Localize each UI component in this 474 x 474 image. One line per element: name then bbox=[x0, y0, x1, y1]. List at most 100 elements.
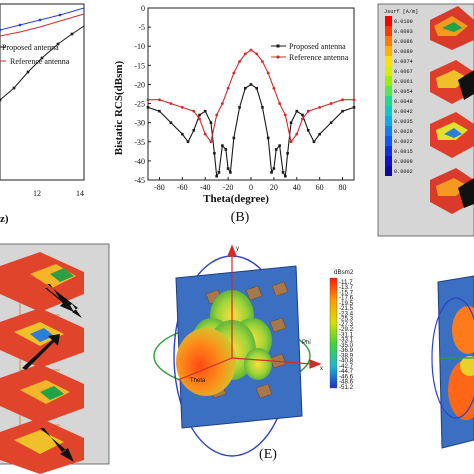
panel-c-colorbar-cell bbox=[385, 106, 392, 116]
panel-c-colorbar-value: 0.0093 bbox=[394, 29, 413, 35]
panel-a-black-point bbox=[12, 86, 16, 90]
reference-antenna-point bbox=[203, 132, 207, 136]
panel-e-colorbar-value: -48.6 bbox=[339, 379, 354, 386]
panel-e-y-axis-label: y bbox=[236, 246, 239, 252]
reference-antenna-point bbox=[283, 113, 287, 117]
panel-c-colorbar-cell bbox=[385, 76, 392, 86]
panel-b-ytick-label: -45 bbox=[134, 176, 145, 185]
proposed-antenna-point bbox=[286, 151, 289, 155]
panel-e-colorbar-value: -23.4 bbox=[339, 310, 354, 317]
panel-a-chart: Proposed antenna Reference antenna 12 14… bbox=[0, 3, 85, 225]
proposed-antenna-point bbox=[186, 140, 190, 144]
proposed-antenna-point bbox=[215, 174, 218, 178]
reference-antenna-point bbox=[209, 140, 213, 144]
proposed-antenna-point bbox=[312, 140, 316, 144]
reference-antenna-point bbox=[289, 140, 293, 144]
reference-antenna-point bbox=[295, 132, 299, 136]
panel-a-black-point bbox=[40, 56, 44, 60]
panel-e-theta-label: Theta bbox=[190, 378, 206, 384]
panel-b-ytick-label: -40 bbox=[134, 157, 145, 166]
panel-f-lobe-mid bbox=[460, 356, 474, 376]
proposed-antenna-point bbox=[217, 171, 221, 174]
panel-c-colorbar-value: 0.0074 bbox=[394, 59, 413, 65]
panel-a-black-point bbox=[56, 42, 60, 46]
panel-c-colorbar-value: 0.0035 bbox=[394, 119, 413, 125]
proposed-antenna-point bbox=[192, 129, 196, 132]
panel-c-colorbar-value: 0.0054 bbox=[394, 89, 413, 95]
proposed-antenna-point bbox=[158, 109, 161, 113]
panel-c-tile-1 bbox=[430, 6, 474, 50]
proposed-antenna-point bbox=[301, 113, 304, 117]
panel-c-colorbar-cell bbox=[385, 46, 392, 56]
proposed-antenna-point bbox=[295, 109, 299, 113]
panel-f-figure bbox=[431, 275, 474, 449]
panel-c-colorbar-value: 0.0022 bbox=[394, 139, 413, 145]
panel-e-colorbar-value: -38.9 bbox=[339, 352, 354, 359]
panel-c-colorbar-cell bbox=[385, 96, 392, 106]
proposed-antenna-point bbox=[306, 129, 310, 132]
panel-e-colorbar-value: -25.3 bbox=[339, 316, 354, 323]
proposed-antenna-point bbox=[270, 171, 273, 174]
panel-f-lobe-top bbox=[452, 306, 474, 354]
panel-a-black-point bbox=[26, 70, 30, 74]
proposed-antenna-point bbox=[278, 144, 281, 147]
panel-c-colorbar-cell bbox=[385, 126, 392, 136]
proposed-antenna-point bbox=[243, 86, 247, 90]
panel-e-colorbar-value: -36.9 bbox=[339, 347, 354, 354]
panel-a-blue-point bbox=[0, 28, 2, 32]
reference-antenna-line bbox=[148, 49, 354, 144]
proposed-antenna-point bbox=[289, 121, 293, 124]
panel-c-colorbar-value: 0.0100 bbox=[394, 19, 413, 25]
reference-antenna-point bbox=[220, 102, 224, 105]
panel-a-blue-point bbox=[58, 13, 62, 17]
proposed-antenna-point bbox=[261, 106, 264, 109]
panel-e-colorbar-value: -15.7 bbox=[339, 289, 354, 296]
reference-antenna-point bbox=[215, 113, 219, 117]
panel-e-colorbar-value: -33.1 bbox=[339, 337, 354, 344]
reference-antenna-point bbox=[255, 52, 259, 56]
reference-antenna-point bbox=[192, 109, 196, 113]
panel-c-colorbar-value: 0.0002 bbox=[394, 169, 413, 175]
panel-b-xtick-label: -60 bbox=[177, 183, 188, 192]
proposed-antenna-point bbox=[238, 106, 241, 109]
proposed-antenna-point bbox=[255, 86, 259, 90]
panel-a-blue-point bbox=[38, 18, 42, 22]
panel-b-xlabel: Theta(degree) bbox=[203, 193, 269, 205]
reference-antenna-point bbox=[238, 60, 241, 63]
legend-reference-marker bbox=[276, 55, 280, 59]
reference-antenna-point bbox=[243, 52, 247, 56]
proposed-antenna-point bbox=[281, 171, 285, 174]
reference-antenna-point bbox=[266, 71, 270, 75]
panel-e-colorbar bbox=[329, 277, 338, 389]
panel-b-ytick-label: -25 bbox=[134, 100, 145, 109]
reference-antenna-point bbox=[341, 98, 344, 102]
panel-c-colorbar-value: 0.0029 bbox=[394, 129, 413, 135]
panel-e-colorbar-value: -46.6 bbox=[339, 373, 354, 380]
panel-e-colorbar-value: -29.2 bbox=[339, 326, 354, 333]
legend-reference-label: Reference antenna bbox=[289, 53, 349, 62]
panel-c-colorbar-value: 0.0061 bbox=[394, 79, 413, 85]
panel-b-label: (B) bbox=[231, 210, 250, 225]
reference-antenna-point bbox=[352, 98, 356, 102]
reference-antenna-point bbox=[306, 109, 310, 113]
panel-a-black-point bbox=[0, 98, 2, 102]
reference-antenna-point bbox=[272, 86, 276, 90]
panel-e-colorbar-value: -44.7 bbox=[339, 368, 354, 375]
panel-c-colorbar-cell bbox=[385, 86, 392, 96]
panel-e-label: (E) bbox=[259, 447, 277, 462]
proposed-antenna-point bbox=[318, 132, 321, 136]
proposed-antenna-point bbox=[169, 121, 173, 124]
reference-antenna-point bbox=[261, 60, 264, 63]
reference-antenna-point bbox=[329, 102, 333, 105]
panel-b-xtick-label: 20 bbox=[270, 183, 278, 192]
panel-b-ytick-label: -35 bbox=[134, 138, 145, 147]
panel-d-tile-3 bbox=[0, 364, 84, 424]
panel-d-tile-4 bbox=[0, 418, 84, 474]
panel-c-colorbar-value: 0.0086 bbox=[394, 39, 413, 45]
reference-antenna-point bbox=[226, 86, 230, 90]
proposed-antenna-point bbox=[266, 136, 270, 140]
panel-b-xtick-label: 60 bbox=[316, 183, 324, 192]
reference-antenna-point bbox=[158, 98, 161, 102]
panel-e-colorbar-value: -27.3 bbox=[339, 321, 354, 328]
panel-a-xlabel: z) bbox=[0, 213, 9, 225]
